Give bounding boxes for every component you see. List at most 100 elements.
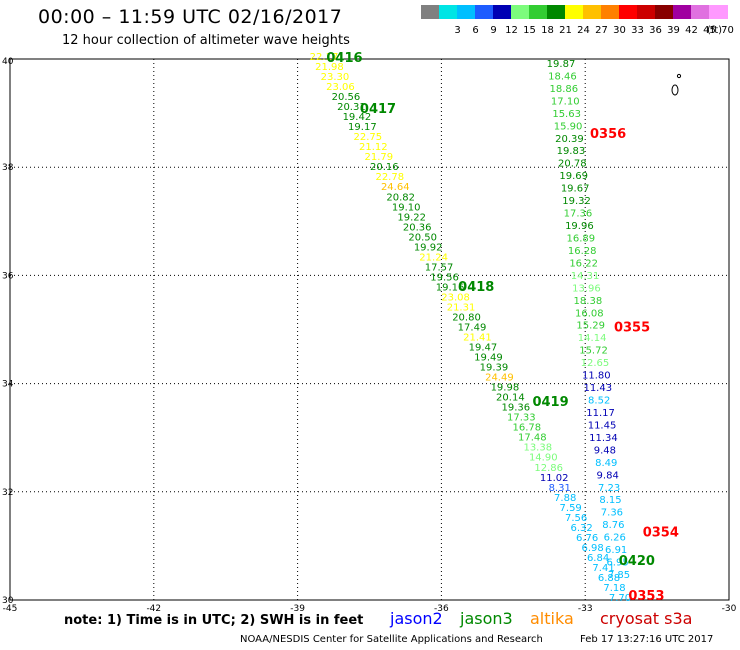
track-a-value: 7.41 (592, 563, 614, 574)
scale-swatch (709, 5, 728, 19)
track-b-value: 8.49 (595, 458, 617, 469)
lon-tick-label: -45 (3, 604, 18, 614)
track-b-value: 14.14 (578, 333, 607, 344)
track-a-value: 22.75 (354, 132, 383, 143)
track-a-value: 19.36 (502, 403, 531, 414)
track-a-value: 20.80 (452, 312, 481, 323)
scale-swatch (565, 5, 584, 19)
pass-time-cryosat: 0354 (643, 526, 679, 541)
pass-time-jason3: 0416 (326, 51, 362, 66)
track-a-value: 7.18 (603, 583, 625, 594)
pass-time-jason3: 0420 (619, 554, 655, 569)
credit-text: NOAA/NESDIS Center for Satellite Applica… (240, 634, 543, 645)
track-b-value: 9.84 (597, 470, 619, 481)
track-a-value: 8.31 (549, 483, 571, 494)
scale-swatch (529, 5, 548, 19)
track-b-value: 19.87 (547, 59, 576, 70)
scale-swatch (439, 5, 458, 19)
track-b-value: 16.08 (575, 308, 604, 319)
track-a-value: 19.17 (348, 122, 377, 133)
page-subtitle: 12 hour collection of altimeter wave hei… (62, 33, 350, 48)
track-b-value: 19.32 (562, 196, 591, 207)
scale-label: 70 (721, 25, 734, 36)
track-a-value: 23.06 (326, 82, 355, 93)
scale-label: 15 (523, 25, 536, 36)
track-b-value: 18.38 (574, 296, 603, 307)
track-b-value: 19.67 (561, 184, 590, 195)
track-b-value: 11.34 (589, 433, 618, 444)
scale-label: 27 (595, 25, 608, 36)
track-a-value: 21.41 (463, 333, 492, 344)
legend-sat: cryosat s3a (600, 609, 693, 628)
pass-time-jason3: 0419 (532, 395, 568, 410)
track-a-value: 11.02 (540, 473, 569, 484)
scale-swatch (511, 5, 530, 19)
track-a-value: 24.49 (485, 373, 514, 384)
lon-tick-label: -36 (434, 604, 449, 614)
track-b-value: 15.63 (552, 109, 581, 120)
track-a-value: 13.38 (523, 443, 552, 454)
scale-label: 36 (649, 25, 662, 36)
wave-height-tracks: 22.1721.9823.3023.0620.5620.3119.4219.17… (310, 52, 631, 604)
map-frame (9, 58, 730, 601)
track-b-value: 16.28 (568, 246, 597, 257)
track-a-value: 17.33 (507, 413, 536, 424)
track-b-value: 14.31 (571, 271, 600, 282)
track-a-value: 20.82 (386, 192, 415, 203)
track-a-value: 17.49 (458, 323, 487, 334)
track-b-value: 16.22 (569, 258, 598, 269)
scale-swatch (655, 5, 674, 19)
scale-label: 30 (613, 25, 626, 36)
scale-swatch (673, 5, 692, 19)
track-a-value: 19.49 (474, 353, 503, 364)
track-b-value: 15.90 (554, 121, 583, 132)
lon-tick-label: -30 (722, 604, 737, 614)
pass-time-cryosat: 0356 (590, 127, 626, 142)
lat-tick-label: 34 (2, 380, 14, 390)
scale-label: 45 (703, 25, 716, 36)
track-a-value: 6.88 (598, 573, 620, 584)
track-b-value: 17.36 (564, 209, 593, 220)
track-a-value: 22.78 (375, 172, 404, 183)
track-a-value: 19.92 (414, 242, 443, 253)
lon-tick-label: -42 (146, 604, 161, 614)
track-b-value: 11.45 (588, 420, 617, 431)
track-a-value: 23.08 (441, 292, 470, 303)
track-b-value: 7.36 (601, 508, 623, 519)
track-b-value: 13.96 (572, 283, 601, 294)
pass-time-jason3: 0418 (458, 280, 494, 295)
track-a-value: 7.59 (560, 503, 582, 514)
track-b-value: 19.96 (565, 221, 594, 232)
track-b-value: 7.23 (598, 483, 620, 494)
scale-label: 42 (685, 25, 698, 36)
axis-tick-labels: -45 -42 -39 -36 -33 -30 40 38 36 34 32 30 (2, 57, 737, 614)
lat-tick-label: 30 (2, 596, 14, 606)
track-a-value: 7.56 (565, 513, 587, 524)
track-a-value: 21.79 (364, 152, 393, 163)
track-b-value: 6.91 (605, 545, 627, 556)
scale-swatch (601, 5, 620, 19)
lat-tick-label: 38 (2, 163, 14, 173)
track-a-value: 17.57 (425, 262, 454, 273)
track-b-value: 17.10 (551, 96, 580, 107)
scale-label: 33 (631, 25, 644, 36)
track-b-value: 16.89 (566, 233, 595, 244)
track-b-value: 11.80 (582, 371, 611, 382)
pass-time-jason3: 0417 (360, 102, 396, 117)
track-a-value: 16.78 (512, 423, 541, 434)
track-a-value: 17.48 (518, 433, 547, 444)
scale-label: 9 (490, 25, 497, 36)
pass-time-cryosat: 0355 (614, 321, 650, 336)
scale-swatch (493, 5, 512, 19)
track-b-value: 6.26 (604, 533, 626, 544)
track-a-value: 19.42 (343, 112, 372, 123)
scale-label: 6 (472, 25, 479, 36)
scale-label: 24 (577, 25, 590, 36)
track-b-value: 18.86 (550, 84, 579, 95)
scale-label: 3 (454, 25, 461, 36)
scale-unit: (ft) (707, 25, 723, 36)
scale-label: 21 (559, 25, 572, 36)
track-a-value: 23.30 (321, 72, 350, 83)
track-a-value: 21.98 (315, 62, 344, 73)
track-a-value: 12.86 (534, 463, 563, 474)
